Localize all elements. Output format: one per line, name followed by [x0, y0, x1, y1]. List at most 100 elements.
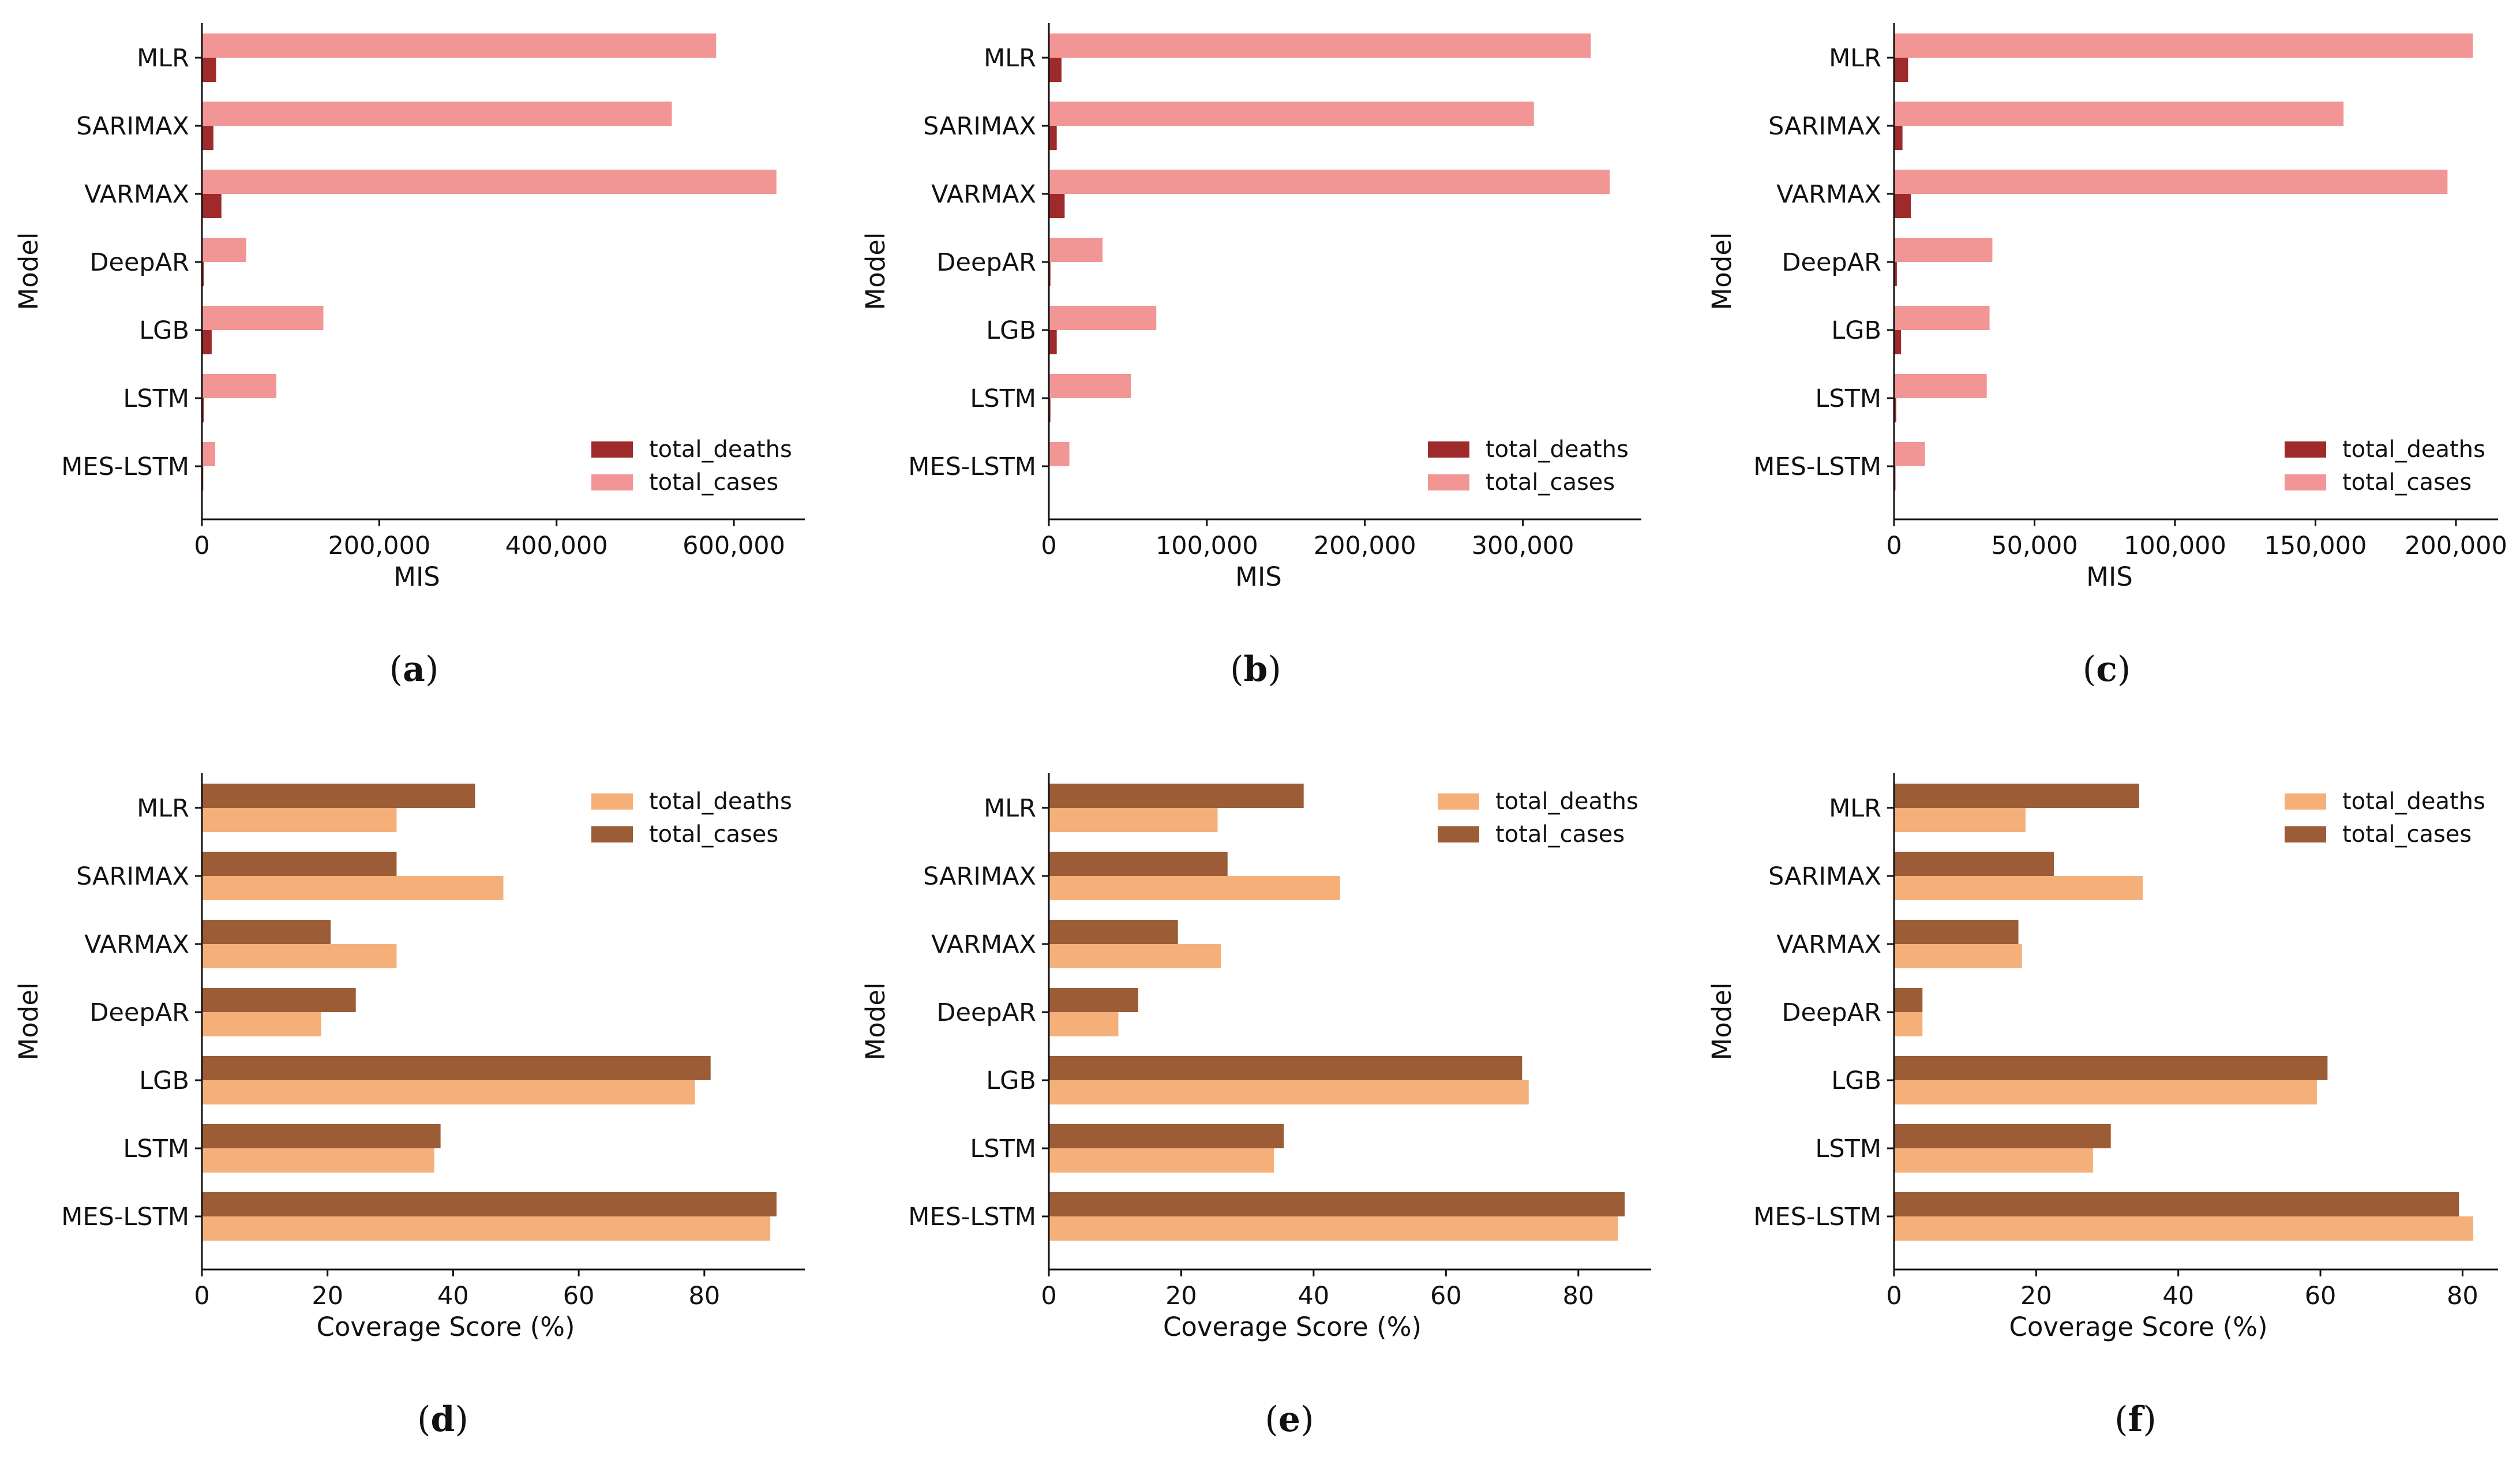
x-tick-label: 0: [1041, 531, 1056, 560]
bar-total_cases-deepar: [202, 988, 356, 1012]
legend-label-total_cases: total_cases: [649, 469, 778, 496]
y-tick-label-varmax: VARMAX: [84, 180, 189, 209]
legend-swatch-total_cases: [2285, 826, 2326, 842]
y-tick-label-mes-lstm: MES-LSTM: [908, 452, 1036, 481]
y-tick-label-lgb: LGB: [139, 316, 189, 345]
x-axis-label: MIS: [393, 561, 440, 592]
bar-total_deaths-mes-lstm: [1049, 1216, 1618, 1241]
legend-swatch-total_deaths: [591, 793, 633, 810]
y-tick-label-mes-lstm: MES-LSTM: [1753, 1203, 1881, 1231]
y-tick-label-mlr: MLR: [137, 44, 189, 73]
y-axis-label: Model: [1707, 982, 1737, 1060]
bar-total_deaths-mlr: [202, 808, 397, 832]
bar-total_cases-lgb: [1049, 306, 1157, 330]
legend-swatch-total_deaths: [2285, 793, 2326, 810]
bar-total_cases-mes-lstm: [1894, 442, 1925, 466]
y-tick-label-varmax: VARMAX: [1776, 180, 1881, 209]
x-tick-label: 200,000: [1314, 531, 1416, 560]
legend-swatch-total_deaths: [591, 441, 633, 458]
bar-total_deaths-lgb: [202, 1080, 695, 1104]
legend-label-total_deaths: total_deaths: [2342, 788, 2485, 815]
legend-swatch-total_cases: [2285, 474, 2326, 490]
bar-total_cases-mlr: [1894, 33, 2473, 58]
x-tick-label: 0: [194, 531, 209, 560]
legend-label-total_cases: total_cases: [1495, 821, 1625, 848]
x-tick-label: 60: [2305, 1282, 2337, 1310]
bar-total_cases-deepar: [1049, 238, 1103, 262]
y-tick-label-deepar: DeepAR: [936, 998, 1036, 1027]
legend-swatch-total_cases: [1438, 826, 1479, 842]
panel-label-letter: a: [403, 649, 425, 690]
bar-total_deaths-sarimax: [1894, 876, 2143, 900]
bar-total_deaths-deepar: [1049, 1012, 1119, 1036]
x-tick-label: 400,000: [505, 531, 608, 560]
x-tick-label: 50,000: [1991, 531, 2078, 560]
bar-total_cases-sarimax: [202, 852, 397, 876]
y-tick-label-deepar: DeepAR: [1782, 998, 1881, 1027]
panel-label-letter: d: [431, 1399, 455, 1440]
x-tick-label: 40: [1298, 1282, 1330, 1310]
bar-total_deaths-mes-lstm: [1894, 1216, 2473, 1241]
bar-total_cases-lstm: [1894, 374, 1987, 398]
bar-total_cases-sarimax: [1049, 102, 1534, 126]
bar-total_deaths-mlr: [1894, 58, 1908, 82]
bar-total_deaths-mlr: [1049, 58, 1062, 82]
chart-panel-b: MLR SARIMAX VARMAX DeepAR LGB LSTM MES-LSTM 0 10…: [860, 23, 1641, 690]
y-tick-label-deepar: DeepAR: [1782, 248, 1881, 277]
x-tick-label: 300,000: [1472, 531, 1574, 560]
bar-total_deaths-lstm: [202, 398, 204, 422]
bar-total_cases-sarimax: [1894, 852, 2054, 876]
legend-swatch-total_cases: [591, 474, 633, 490]
bar-total_deaths-lstm: [1049, 1148, 1274, 1173]
y-tick-label-lstm: LSTM: [123, 1134, 189, 1163]
bar-total_cases-sarimax: [202, 102, 672, 126]
bar-total_cases-lgb: [1894, 306, 1990, 330]
chart-panel-e: MLR SARIMAX VARMAX DeepAR LGB LSTM MES-LSTM 0 20…: [860, 773, 1651, 1440]
x-tick-label: 20: [312, 1282, 343, 1310]
y-tick-label-varmax: VARMAX: [931, 180, 1036, 209]
y-tick-label-deepar: DeepAR: [89, 998, 189, 1027]
bar-total_deaths-sarimax: [202, 876, 504, 900]
y-tick-label-sarimax: SARIMAX: [1768, 112, 1881, 141]
panel-label: (d): [417, 1399, 468, 1440]
legend: total_deaths total_cases: [1428, 436, 1629, 496]
bar-total_cases-lstm: [1049, 1124, 1284, 1148]
panel-label-letter: b: [1244, 649, 1268, 690]
x-tick-label: 80: [1562, 1282, 1594, 1310]
bar-total_deaths-deepar: [202, 262, 204, 286]
bar-total_cases-lstm: [1894, 1124, 2111, 1148]
y-tick-label-mlr: MLR: [984, 794, 1036, 823]
y-tick-label-sarimax: SARIMAX: [923, 112, 1036, 141]
panel-label: (a): [389, 649, 439, 690]
bar-total_deaths-sarimax: [1894, 126, 1903, 150]
bar-total_cases-varmax: [1894, 170, 2448, 194]
bar-total_cases-sarimax: [1894, 102, 2344, 126]
legend-swatch-total_cases: [1428, 474, 1469, 490]
y-tick-label-mes-lstm: MES-LSTM: [61, 452, 189, 481]
x-tick-label: 0: [1041, 1282, 1056, 1310]
x-tick-label: 40: [2162, 1282, 2194, 1310]
y-tick-label-sarimax: SARIMAX: [76, 112, 189, 141]
y-tick-label-lstm: LSTM: [123, 384, 189, 413]
y-tick-label-sarimax: SARIMAX: [1768, 862, 1881, 891]
bar-total_cases-deepar: [202, 238, 246, 262]
x-tick-label: 100,000: [1156, 531, 1258, 560]
bar-total_deaths-varmax: [202, 944, 397, 968]
bar-total_cases-mlr: [202, 33, 717, 58]
x-tick-label: 200,000: [328, 531, 430, 560]
x-tick-label: 0: [1886, 531, 1902, 560]
bar-total_deaths-varmax: [202, 194, 222, 218]
bar-total_cases-varmax: [1049, 170, 1610, 194]
x-tick-label: 60: [563, 1282, 595, 1310]
bar-total_cases-mlr: [1049, 33, 1591, 58]
x-tick-label: 0: [194, 1282, 209, 1310]
bar-total_deaths-lgb: [1894, 330, 1902, 354]
y-tick-label-sarimax: SARIMAX: [76, 862, 189, 891]
bar-total_deaths-mes-lstm: [202, 1216, 771, 1241]
bar-total_cases-deepar: [1894, 988, 1923, 1012]
x-tick-label: 80: [688, 1282, 720, 1310]
bar-total_cases-mes-lstm: [202, 442, 216, 466]
legend-label-total_cases: total_cases: [1486, 469, 1615, 496]
bar-total_cases-varmax: [1894, 920, 2019, 944]
y-tick-label-lgb: LGB: [139, 1066, 189, 1095]
